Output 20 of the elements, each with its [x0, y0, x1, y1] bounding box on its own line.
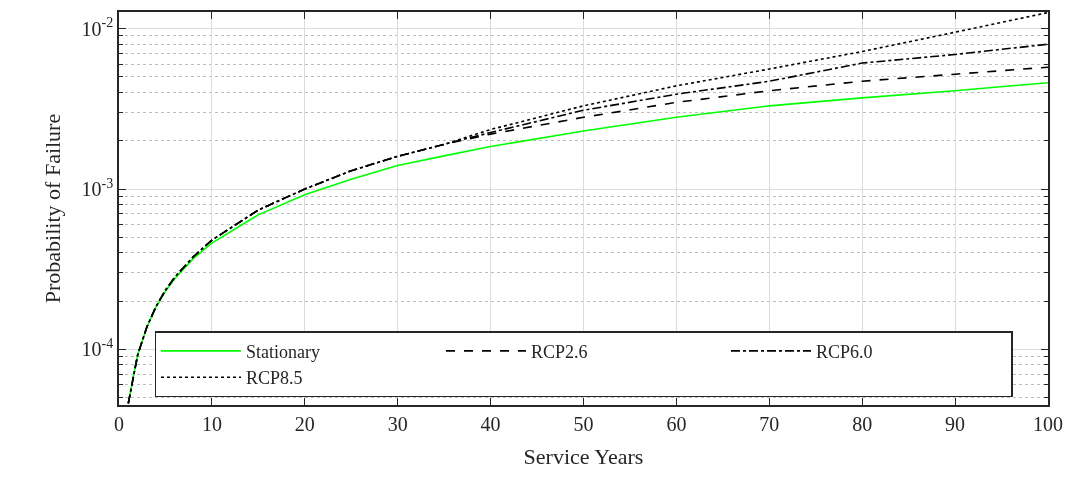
y-tick-label: 10$^{-2}$: [81, 15, 114, 40]
x-tick-label: 80: [852, 412, 873, 435]
x-tick-label: 0: [114, 412, 124, 435]
legend-label: RCP2.6: [531, 341, 588, 362]
y-tick-label: 10$^{-4}$: [81, 335, 114, 361]
x-tick-label: 90: [945, 412, 966, 435]
x-tick-label: 10: [201, 412, 222, 435]
x-tick-label: 100: [1033, 412, 1063, 435]
x-tick-label: 50: [573, 412, 594, 435]
legend-label: RCP6.0: [816, 341, 873, 362]
x-tick-label: 70: [759, 412, 780, 435]
x-tick-label: 40: [480, 412, 501, 435]
x-tick-label: 20: [294, 412, 315, 435]
y-tick-label: 10$^{-3}$: [81, 175, 114, 201]
legend-label: RCP8.5: [246, 368, 303, 389]
x-tick-label: 30: [387, 412, 408, 435]
x-tick-label: 60: [666, 412, 687, 435]
y-axis-title: Probability of Failure: [39, 113, 65, 304]
x-axis-title: Service Years: [523, 444, 644, 470]
legend-label: Stationary: [246, 341, 320, 362]
